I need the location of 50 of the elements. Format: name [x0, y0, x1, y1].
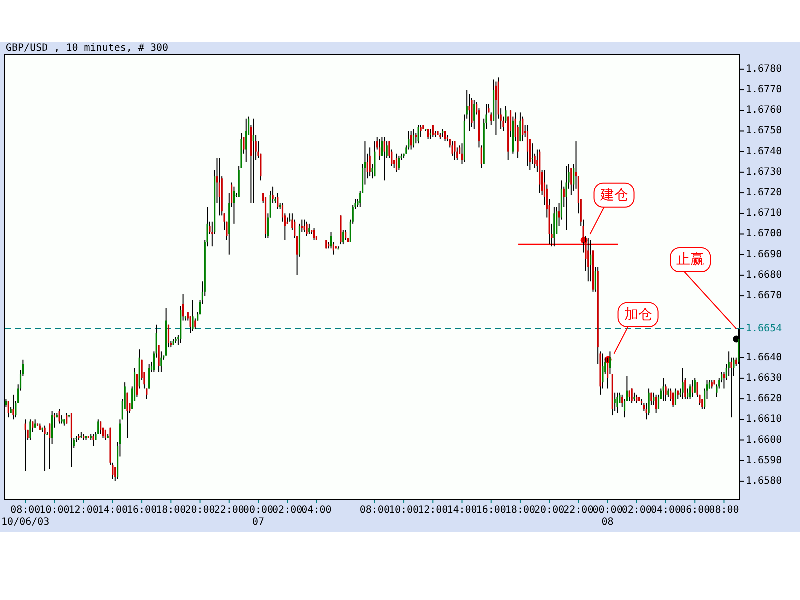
y-tick-label: 1.6780: [746, 64, 782, 75]
chart-title: GBP/USD , 10 minutes, # 300: [6, 43, 169, 54]
y-tick-label: 1.6580: [746, 476, 782, 487]
y-tick-label: 1.6670: [746, 290, 782, 302]
y-tick-label: 1.6590: [746, 455, 782, 466]
x-tick-label: 12:00: [68, 505, 99, 516]
y-tick-label: 1.6640: [746, 352, 782, 364]
annotation: 止赢: [676, 252, 705, 268]
x-tick-label: 20:00: [534, 505, 565, 516]
y-tick-label: 1.6620: [746, 394, 782, 405]
x-tick-label: 22:00: [214, 505, 244, 516]
y-tick-label: 1.6680: [746, 270, 782, 281]
y-tick-label: 1.6690: [746, 249, 782, 260]
y-tick-label: 1.6710: [746, 208, 782, 220]
x-tick-label: 12:00: [418, 505, 448, 516]
y-tick-label: 1.6700: [746, 228, 782, 240]
x-tick-label: 10:00: [40, 505, 70, 516]
x-tick-label: 08:00: [709, 505, 740, 516]
x-tick-label: 06:00: [680, 505, 710, 516]
y-tick-label: 1.6730: [746, 166, 782, 178]
x-tick-label: 04:00: [650, 505, 682, 516]
x-tick-label: 00:00 07: [243, 505, 274, 528]
y-tick-label: 1.6740: [746, 146, 782, 158]
y-tick-label: 1.6760: [746, 105, 782, 116]
callout: 建仓: [590, 182, 635, 235]
x-tick-label: 10:00: [388, 505, 420, 516]
x-tick-label: 20:00: [185, 505, 216, 516]
x-tick-label: 02:00: [272, 505, 303, 516]
y-tick-label: 1.6610: [746, 414, 782, 426]
x-tick-label: 04:00: [302, 505, 332, 516]
annotation: 加仓: [624, 306, 652, 323]
x-tick-label: 14:00: [447, 505, 478, 516]
ref-line-label: 1.6654: [746, 324, 782, 335]
y-tick-label: 1.6600: [746, 434, 782, 446]
y-tick-label: 1.6720: [746, 188, 782, 199]
x-tick-label: 18:00: [505, 505, 536, 516]
x-tick-label: 22:00: [564, 505, 594, 516]
callout: 加仓: [614, 302, 659, 354]
annotation: 建仓: [599, 187, 628, 204]
x-tick-label: 16:00: [476, 505, 506, 516]
x-tick-label: 16:00: [127, 505, 158, 516]
x-tick-label: 08:00: [360, 505, 390, 516]
y-tick-label: 1.6630: [746, 372, 782, 384]
y-tick-label: 1.6770: [746, 84, 782, 96]
x-tick-label: 18:00: [156, 505, 186, 516]
x-tick-label: 02:00: [622, 505, 652, 516]
callout: 止赢: [670, 248, 738, 330]
y-tick-label: 1.6750: [746, 126, 782, 137]
x-tick-label: 14:00: [98, 505, 128, 516]
x-tick-label: 00:00 08: [592, 505, 623, 528]
